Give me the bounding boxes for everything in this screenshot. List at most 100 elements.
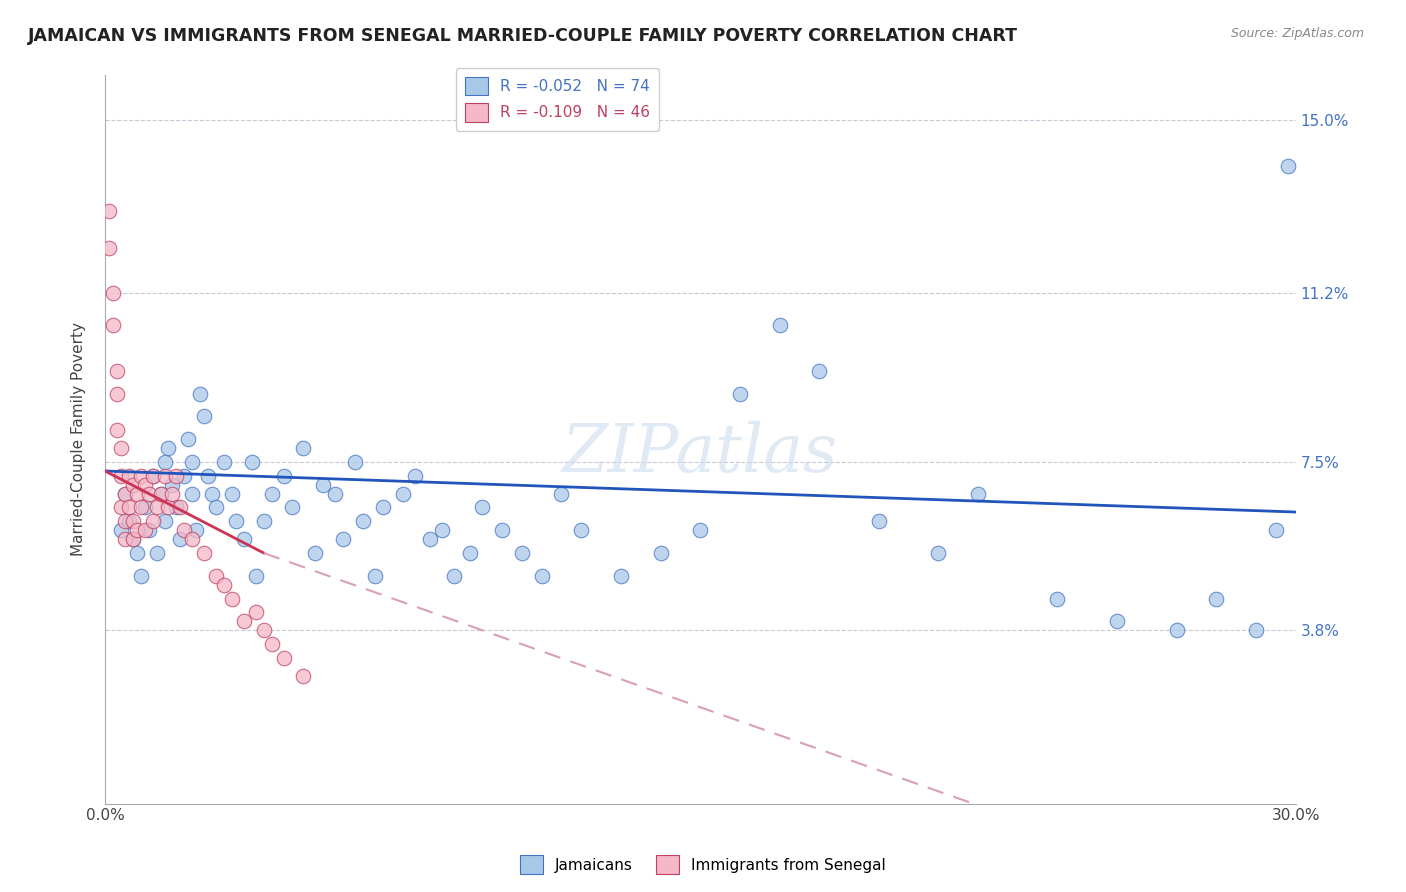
Point: [125, 546, 148, 560]
Point: [165, 468, 187, 483]
Point: [689, 523, 711, 537]
Point: [650, 546, 672, 560]
Point: [121, 533, 143, 547]
Point: [1264, 523, 1286, 537]
Point: [118, 468, 141, 483]
Point: [149, 487, 172, 501]
Point: [138, 523, 160, 537]
Point: [530, 569, 553, 583]
Point: [458, 546, 481, 560]
Point: [927, 546, 949, 560]
Point: [443, 569, 465, 583]
Point: [491, 523, 513, 537]
Point: [245, 605, 267, 619]
Point: [371, 500, 394, 515]
Point: [253, 514, 276, 528]
Point: [273, 650, 295, 665]
Point: [352, 514, 374, 528]
Point: [245, 569, 267, 583]
Point: [142, 468, 165, 483]
Point: [193, 409, 215, 424]
Point: [181, 455, 204, 469]
Point: [110, 523, 132, 537]
Point: [510, 546, 533, 560]
Point: [343, 455, 366, 469]
Point: [232, 615, 254, 629]
Point: [193, 546, 215, 560]
Point: [105, 386, 128, 401]
Point: [1244, 624, 1267, 638]
Point: [550, 487, 572, 501]
Point: [186, 523, 208, 537]
Point: [157, 442, 180, 456]
Point: [177, 432, 200, 446]
Point: [280, 500, 302, 515]
Text: Source: ZipAtlas.com: Source: ZipAtlas.com: [1230, 27, 1364, 40]
Point: [134, 523, 156, 537]
Point: [114, 514, 136, 528]
Point: [125, 487, 148, 501]
Point: [610, 569, 633, 583]
Point: [114, 487, 136, 501]
Point: [201, 487, 224, 501]
Point: [110, 500, 132, 515]
Point: [101, 286, 124, 301]
Point: [181, 533, 204, 547]
Point: [221, 487, 243, 501]
Point: [769, 318, 792, 333]
Point: [232, 533, 254, 547]
Point: [169, 500, 191, 515]
Point: [101, 318, 124, 333]
Point: [1046, 591, 1069, 606]
Point: [105, 423, 128, 437]
Point: [221, 591, 243, 606]
Point: [149, 487, 172, 501]
Point: [212, 578, 235, 592]
Point: [134, 477, 156, 491]
Point: [197, 468, 219, 483]
Point: [145, 500, 167, 515]
Point: [125, 523, 148, 537]
Point: [97, 204, 120, 219]
Point: [260, 637, 283, 651]
Point: [332, 533, 354, 547]
Point: [114, 533, 136, 547]
Point: [114, 487, 136, 501]
Point: [260, 487, 283, 501]
Point: [165, 500, 187, 515]
Point: [145, 546, 167, 560]
Point: [728, 386, 751, 401]
Point: [129, 468, 152, 483]
Point: [304, 546, 326, 560]
Text: ZIPatlas: ZIPatlas: [562, 421, 838, 486]
Point: [391, 487, 413, 501]
Point: [142, 514, 165, 528]
Point: [118, 500, 141, 515]
Point: [118, 514, 141, 528]
Point: [105, 364, 128, 378]
Point: [153, 455, 176, 469]
Legend: R = -0.052   N = 74, R = -0.109   N = 46: R = -0.052 N = 74, R = -0.109 N = 46: [456, 68, 659, 131]
Point: [129, 500, 152, 515]
Point: [1166, 624, 1188, 638]
Point: [419, 533, 441, 547]
Point: [142, 468, 165, 483]
Point: [162, 477, 184, 491]
Point: [181, 487, 204, 501]
Point: [1277, 159, 1299, 173]
Point: [404, 468, 426, 483]
Point: [253, 624, 276, 638]
Point: [212, 455, 235, 469]
Point: [1205, 591, 1227, 606]
Point: [292, 669, 315, 683]
Point: [157, 500, 180, 515]
Point: [1105, 615, 1128, 629]
Point: [110, 468, 132, 483]
Legend: Jamaicans, Immigrants from Senegal: Jamaicans, Immigrants from Senegal: [515, 849, 891, 880]
Point: [188, 386, 211, 401]
Point: [173, 523, 195, 537]
Point: [138, 487, 160, 501]
Point: [312, 477, 335, 491]
Point: [225, 514, 247, 528]
Point: [162, 487, 184, 501]
